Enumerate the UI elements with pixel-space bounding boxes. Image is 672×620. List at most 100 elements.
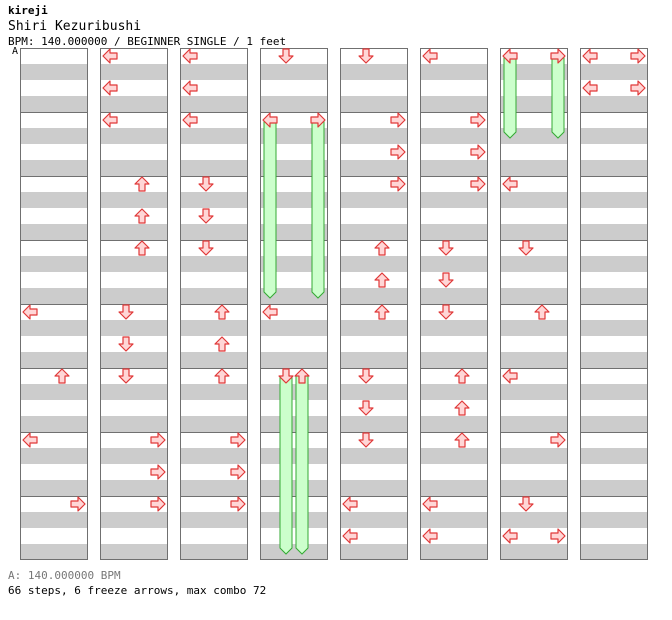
beat-stripe-light bbox=[580, 304, 648, 320]
down-arrow-icon bbox=[358, 400, 374, 416]
beat-stripe-light bbox=[500, 464, 568, 480]
beat-stripe-light bbox=[260, 336, 328, 352]
beat-stripe-light bbox=[100, 144, 168, 160]
beat-stripe-light bbox=[580, 464, 648, 480]
beat-stripe-light bbox=[500, 208, 568, 224]
beat-stripe-dark bbox=[500, 288, 568, 304]
down-arrow-icon bbox=[278, 48, 294, 64]
beat-stripe-light bbox=[340, 304, 408, 320]
beat-stripe-light bbox=[20, 368, 88, 384]
up-arrow-icon bbox=[454, 368, 470, 384]
beat-stripe-dark bbox=[420, 96, 488, 112]
beat-stripe-light bbox=[260, 464, 328, 480]
beat-stripe-dark bbox=[340, 128, 408, 144]
beat-stripe-light bbox=[500, 368, 568, 384]
beat-stripe-dark bbox=[100, 64, 168, 80]
beat-stripe-dark bbox=[420, 160, 488, 176]
down-arrow-icon bbox=[278, 368, 294, 384]
beat-stripe-light bbox=[340, 112, 408, 128]
left-arrow-icon bbox=[502, 368, 518, 384]
beat-stripe-dark bbox=[580, 480, 648, 496]
beat-stripe-light bbox=[420, 48, 488, 64]
up-arrow-icon bbox=[134, 208, 150, 224]
beat-stripe-dark bbox=[260, 320, 328, 336]
beat-stripe-dark bbox=[340, 512, 408, 528]
up-arrow-icon bbox=[214, 336, 230, 352]
beat-stripe-light bbox=[20, 112, 88, 128]
beat-stripe-dark bbox=[20, 384, 88, 400]
beat-stripe-dark bbox=[260, 64, 328, 80]
left-arrow-icon bbox=[102, 48, 118, 64]
down-arrow-icon bbox=[358, 368, 374, 384]
down-arrow-icon bbox=[118, 368, 134, 384]
beat-stripe-dark bbox=[580, 96, 648, 112]
freeze-arrow bbox=[503, 55, 517, 139]
beat-stripe-dark bbox=[260, 416, 328, 432]
down-arrow-icon bbox=[198, 240, 214, 256]
beat-stripe-light bbox=[260, 208, 328, 224]
beat-stripe-dark bbox=[580, 64, 648, 80]
beat-stripe-dark bbox=[260, 160, 328, 176]
beat-stripe-light bbox=[260, 48, 328, 64]
beat-stripe-light bbox=[420, 112, 488, 128]
chart-info: BPM: 140.000000 / BEGINNER SINGLE / 1 fe… bbox=[8, 35, 287, 48]
right-arrow-icon bbox=[230, 464, 246, 480]
beat-stripe-dark bbox=[20, 480, 88, 496]
beat-stripe-light bbox=[340, 432, 408, 448]
beat-stripe-dark bbox=[420, 384, 488, 400]
beat-stripe-dark bbox=[100, 160, 168, 176]
beat-stripe-dark bbox=[20, 416, 88, 432]
beat-stripe-light bbox=[180, 208, 248, 224]
beat-stripe-dark bbox=[100, 480, 168, 496]
step-column bbox=[100, 48, 168, 560]
beat-stripe-light bbox=[580, 144, 648, 160]
beat-stripe-dark bbox=[340, 384, 408, 400]
beat-stripe-light bbox=[100, 272, 168, 288]
beat-stripe-dark bbox=[420, 256, 488, 272]
up-arrow-icon bbox=[534, 304, 550, 320]
beat-stripe-dark bbox=[500, 480, 568, 496]
beat-stripe-dark bbox=[100, 96, 168, 112]
beat-stripe-dark bbox=[340, 288, 408, 304]
beat-stripe-light bbox=[340, 400, 408, 416]
beat-stripe-light bbox=[580, 208, 648, 224]
beat-stripe-dark bbox=[20, 320, 88, 336]
up-arrow-icon bbox=[214, 304, 230, 320]
right-arrow-icon bbox=[230, 432, 246, 448]
beat-stripe-dark bbox=[340, 192, 408, 208]
beat-stripe-light bbox=[100, 464, 168, 480]
beat-stripe-dark bbox=[340, 544, 408, 560]
beat-stripe-light bbox=[260, 176, 328, 192]
right-arrow-icon bbox=[630, 80, 646, 96]
beat-stripe-light bbox=[20, 336, 88, 352]
beat-stripe-dark bbox=[500, 64, 568, 80]
beat-stripe-dark bbox=[500, 448, 568, 464]
beat-stripe-light bbox=[420, 80, 488, 96]
up-arrow-icon bbox=[54, 368, 70, 384]
right-arrow-icon bbox=[390, 144, 406, 160]
right-arrow-icon bbox=[470, 176, 486, 192]
freeze-arrow bbox=[295, 375, 309, 555]
freeze-arrow bbox=[551, 55, 565, 139]
stepmaker-label: kireji bbox=[8, 4, 48, 17]
up-arrow-icon bbox=[374, 304, 390, 320]
beat-stripe-dark bbox=[20, 224, 88, 240]
beat-stripe-dark bbox=[180, 544, 248, 560]
beat-stripe-light bbox=[180, 176, 248, 192]
beat-stripe-light bbox=[100, 80, 168, 96]
beat-stripe-light bbox=[260, 304, 328, 320]
right-arrow-icon bbox=[390, 176, 406, 192]
left-arrow-icon bbox=[102, 80, 118, 96]
beat-stripe-dark bbox=[260, 224, 328, 240]
beat-stripe-light bbox=[580, 400, 648, 416]
down-arrow-icon bbox=[358, 432, 374, 448]
beat-stripe-dark bbox=[580, 512, 648, 528]
beat-stripe-light bbox=[340, 528, 408, 544]
left-arrow-icon bbox=[422, 496, 438, 512]
beat-stripe-light bbox=[100, 336, 168, 352]
up-arrow-icon bbox=[134, 176, 150, 192]
beat-stripe-dark bbox=[580, 544, 648, 560]
left-arrow-icon bbox=[422, 48, 438, 64]
beat-stripe-dark bbox=[580, 384, 648, 400]
